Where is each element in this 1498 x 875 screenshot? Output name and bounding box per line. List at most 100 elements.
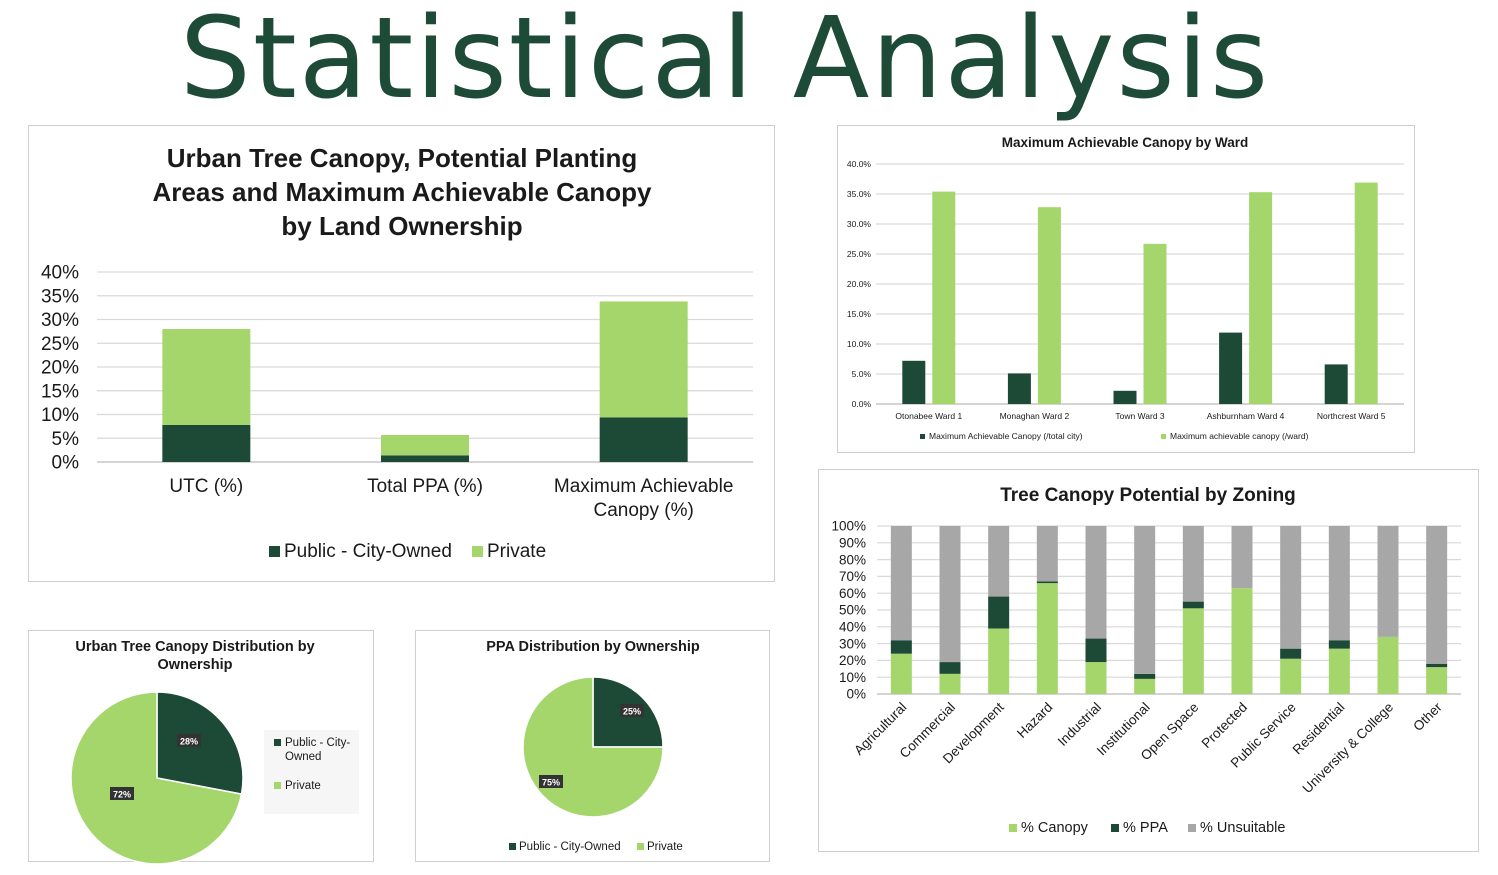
bar-maximum-achievable-canopy-ward-monaghan-ward-2 bbox=[1037, 207, 1061, 404]
data-label-bg bbox=[539, 775, 563, 788]
bar-unsuitable-commercial bbox=[939, 526, 961, 663]
y-tick-label: 40% bbox=[839, 620, 866, 635]
y-tick-label: 5% bbox=[52, 429, 80, 450]
data-label-bg bbox=[620, 704, 644, 717]
bar-ppa-other bbox=[1426, 663, 1448, 668]
y-tick-label: 20.0% bbox=[847, 279, 872, 289]
bar-ppa-agricultural bbox=[890, 640, 912, 654]
chart-title-line: Urban Tree Canopy Distribution by bbox=[75, 639, 314, 655]
chart-title-line: Ownership bbox=[158, 657, 233, 673]
y-tick-label: 50% bbox=[839, 603, 866, 618]
y-tick-label: 30% bbox=[41, 310, 79, 331]
bar-unsuitable-university-college bbox=[1377, 526, 1399, 637]
bar-ppa-public-service bbox=[1280, 648, 1302, 659]
y-tick-label: 35.0% bbox=[847, 189, 872, 199]
chart-title-line: by Land Ownership bbox=[281, 211, 522, 241]
data-label: 25% bbox=[623, 707, 641, 717]
legend-label: Maximum achievable canopy (/ward) bbox=[1170, 431, 1309, 441]
legend-label: % Canopy bbox=[1021, 820, 1089, 836]
bar-canopy-open-space bbox=[1182, 608, 1204, 694]
bar-ppa-industrial bbox=[1085, 638, 1107, 663]
bar-maximum-achievable-canopy-ward-otonabee-ward-1 bbox=[932, 191, 956, 404]
y-tick-label: 20% bbox=[839, 653, 866, 668]
y-tick-label: 90% bbox=[839, 536, 866, 551]
bar-canopy-public-service bbox=[1280, 658, 1302, 694]
x-tick-label: Ashburnham Ward 4 bbox=[1207, 411, 1285, 421]
legend-label: Private bbox=[285, 780, 321, 792]
bar-unsuitable-hazard bbox=[1036, 526, 1058, 582]
bar-private-maximum-achievable-canopy bbox=[599, 301, 688, 418]
y-tick-label: 15% bbox=[41, 381, 79, 402]
bar-canopy-institutional bbox=[1134, 678, 1156, 694]
data-label-bg bbox=[110, 787, 134, 800]
chart-title-line: Areas and Maximum Achievable Canopy bbox=[153, 177, 653, 207]
bar-public-city-owned-utc bbox=[162, 424, 251, 462]
utc-pie-panel: Urban Tree Canopy Distribution by Ownersh… bbox=[28, 630, 374, 865]
bar-maximum-achievable-canopy-total-city-monaghan-ward-2 bbox=[1007, 373, 1031, 404]
bar-canopy-protected bbox=[1231, 588, 1253, 694]
bar-private-total-ppa bbox=[381, 434, 469, 456]
y-tick-label: 40% bbox=[41, 263, 79, 284]
bar-ppa-hazard bbox=[1036, 581, 1058, 584]
y-tick-label: 10% bbox=[41, 405, 79, 426]
legend-swatch bbox=[274, 739, 281, 746]
data-label: 75% bbox=[542, 778, 560, 788]
x-tick-label: Monaghan Ward 2 bbox=[1000, 411, 1070, 421]
legend-label: Public - City-Owned bbox=[284, 541, 452, 562]
bar-public-city-owned-maximum-achievable-canopy bbox=[599, 417, 688, 462]
legend-swatch bbox=[1161, 434, 1166, 439]
utc-pie-chart: Urban Tree Canopy Distribution by Ownersh… bbox=[70, 639, 359, 865]
bar-canopy-hazard bbox=[1036, 583, 1058, 694]
data-label: 72% bbox=[113, 790, 131, 800]
y-tick-label: 5.0% bbox=[852, 369, 872, 379]
x-tick-label: Maximum Achievable bbox=[554, 476, 734, 497]
legend-label: Public - City-Owned bbox=[519, 841, 621, 853]
x-tick-label: Otonabee Ward 1 bbox=[895, 411, 962, 421]
x-tick-label: Total PPA (%) bbox=[367, 476, 483, 497]
bar-canopy-agricultural bbox=[890, 653, 912, 694]
bar-unsuitable-institutional bbox=[1134, 526, 1156, 674]
ppa-pie-panel: PPA Distribution by Ownership 25% 75% Publi… bbox=[415, 630, 770, 862]
page-title: Statistical Analysis bbox=[179, 0, 1271, 124]
legend-label: Private bbox=[487, 541, 546, 562]
ward-chart-panel: Maximum Achievable Canopy by Ward 0.0% 5.0… bbox=[837, 125, 1415, 453]
zoning-chart: Tree Canopy Potential by Zoning 0% 10% 20% 3… bbox=[831, 485, 1461, 836]
data-label: 28% bbox=[180, 737, 198, 747]
bar-ppa-commercial bbox=[939, 662, 961, 674]
x-tick-label: Industrial bbox=[1055, 700, 1104, 749]
zoning-chart-panel: Tree Canopy Potential by Zoning 0% 10% 20% 3… bbox=[818, 469, 1479, 852]
x-tick-label: Other bbox=[1410, 699, 1445, 734]
ownership-chart: Urban Tree Canopy, Potential Planting Are… bbox=[41, 143, 753, 562]
y-tick-label: 0% bbox=[52, 453, 80, 474]
ownership-chart-panel: Urban Tree Canopy, Potential Planting Are… bbox=[28, 125, 775, 582]
y-tick-label: 0.0% bbox=[852, 399, 872, 409]
y-tick-label: 25% bbox=[41, 334, 79, 355]
bar-ppa-open-space bbox=[1182, 601, 1204, 609]
x-tick-label: Hazard bbox=[1014, 700, 1055, 741]
legend-label: % PPA bbox=[1123, 820, 1168, 836]
y-tick-label: 15.0% bbox=[847, 309, 872, 319]
bar-ppa-development bbox=[988, 596, 1010, 629]
bar-public-city-owned-total-ppa bbox=[381, 455, 469, 462]
y-tick-label: 0% bbox=[846, 687, 866, 702]
bar-unsuitable-agricultural bbox=[890, 526, 912, 641]
bar-maximum-achievable-canopy-total-city-northcrest-ward-5 bbox=[1324, 364, 1348, 404]
y-tick-label: 25.0% bbox=[847, 249, 872, 259]
bar-unsuitable-open-space bbox=[1182, 526, 1204, 602]
y-tick-label: 80% bbox=[839, 552, 866, 567]
legend-swatch bbox=[472, 546, 483, 557]
y-tick-label: 20% bbox=[41, 358, 79, 379]
y-tick-label: 70% bbox=[839, 569, 866, 584]
bar-unsuitable-industrial bbox=[1085, 526, 1107, 639]
legend-swatch bbox=[274, 782, 281, 789]
chart-title-line: Urban Tree Canopy, Potential Planting bbox=[167, 143, 637, 173]
y-tick-label: 10% bbox=[839, 670, 866, 685]
y-tick-label: 40.0% bbox=[847, 159, 872, 169]
bar-maximum-achievable-canopy-total-city-ashburnham-ward-4 bbox=[1219, 332, 1243, 404]
y-tick-label: 30% bbox=[839, 636, 866, 651]
y-tick-label: 10.0% bbox=[847, 339, 872, 349]
x-tick-label: University & College bbox=[1300, 700, 1397, 797]
ppa-pie-chart: PPA Distribution by Ownership 25% 75% Publi… bbox=[486, 639, 700, 853]
bar-unsuitable-residential bbox=[1328, 526, 1350, 641]
y-tick-label: 100% bbox=[831, 519, 866, 534]
